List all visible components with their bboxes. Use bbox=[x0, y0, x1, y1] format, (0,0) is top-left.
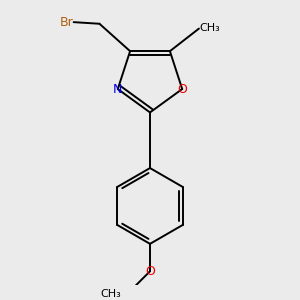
Text: O: O bbox=[177, 82, 187, 95]
Text: CH₃: CH₃ bbox=[100, 289, 121, 299]
Text: O: O bbox=[145, 265, 155, 278]
Text: Br: Br bbox=[60, 16, 74, 28]
Text: CH₃: CH₃ bbox=[200, 23, 220, 33]
Text: N: N bbox=[113, 82, 122, 95]
